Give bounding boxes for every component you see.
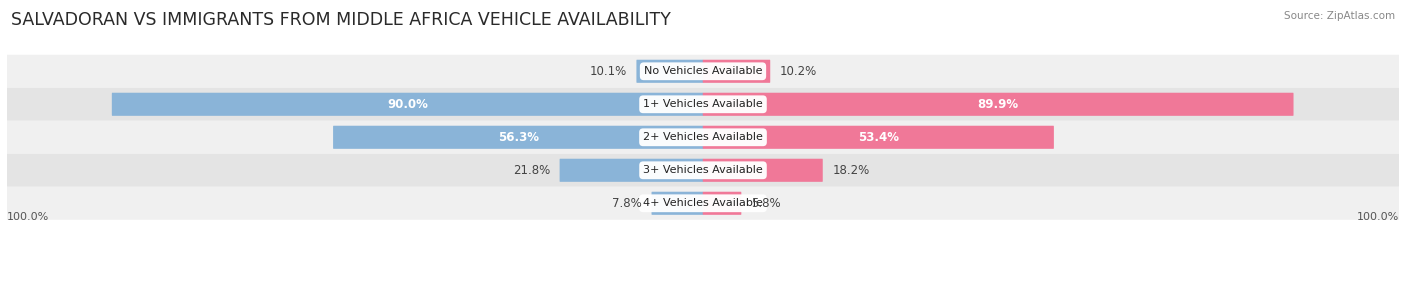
Text: 89.9%: 89.9% xyxy=(977,98,1019,111)
Text: 18.2%: 18.2% xyxy=(832,164,869,177)
Text: SALVADORAN VS IMMIGRANTS FROM MIDDLE AFRICA VEHICLE AVAILABILITY: SALVADORAN VS IMMIGRANTS FROM MIDDLE AFR… xyxy=(11,11,671,29)
FancyBboxPatch shape xyxy=(651,192,703,215)
Text: 1+ Vehicles Available: 1+ Vehicles Available xyxy=(643,99,763,109)
FancyBboxPatch shape xyxy=(703,192,741,215)
FancyBboxPatch shape xyxy=(7,55,1399,88)
FancyBboxPatch shape xyxy=(560,159,703,182)
FancyBboxPatch shape xyxy=(112,93,703,116)
Text: Source: ZipAtlas.com: Source: ZipAtlas.com xyxy=(1284,11,1395,21)
FancyBboxPatch shape xyxy=(7,121,1399,154)
Text: 10.2%: 10.2% xyxy=(780,65,817,78)
FancyBboxPatch shape xyxy=(7,187,1399,220)
Text: 100.0%: 100.0% xyxy=(1357,212,1399,223)
FancyBboxPatch shape xyxy=(703,60,770,83)
Text: 10.1%: 10.1% xyxy=(589,65,627,78)
Text: 53.4%: 53.4% xyxy=(858,131,898,144)
Text: 56.3%: 56.3% xyxy=(498,131,538,144)
Text: 21.8%: 21.8% xyxy=(513,164,550,177)
FancyBboxPatch shape xyxy=(703,159,823,182)
Text: 4+ Vehicles Available: 4+ Vehicles Available xyxy=(643,198,763,208)
FancyBboxPatch shape xyxy=(7,88,1399,121)
Text: 5.8%: 5.8% xyxy=(751,197,780,210)
FancyBboxPatch shape xyxy=(333,126,703,149)
Text: 7.8%: 7.8% xyxy=(612,197,643,210)
Text: 90.0%: 90.0% xyxy=(387,98,427,111)
Text: 2+ Vehicles Available: 2+ Vehicles Available xyxy=(643,132,763,142)
Text: 3+ Vehicles Available: 3+ Vehicles Available xyxy=(643,165,763,175)
FancyBboxPatch shape xyxy=(7,154,1399,187)
Text: No Vehicles Available: No Vehicles Available xyxy=(644,66,762,76)
FancyBboxPatch shape xyxy=(637,60,703,83)
FancyBboxPatch shape xyxy=(703,93,1294,116)
FancyBboxPatch shape xyxy=(703,126,1054,149)
Text: 100.0%: 100.0% xyxy=(7,212,49,223)
